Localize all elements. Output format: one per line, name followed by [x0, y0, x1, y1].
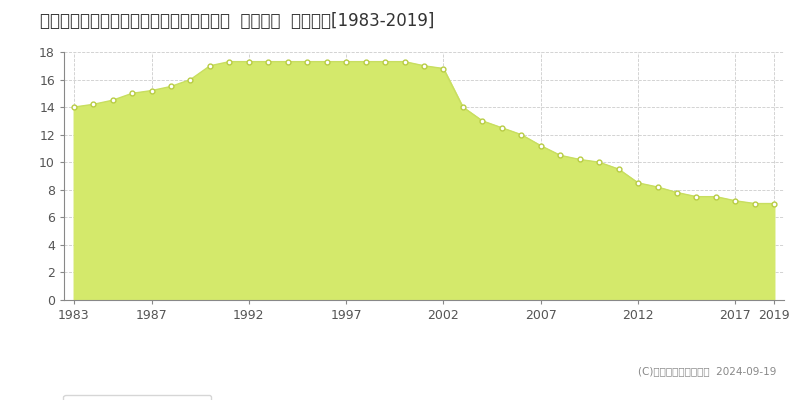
Legend: 公示地価 平均坪単価(万円/坪): 公示地価 平均坪単価(万円/坪): [63, 395, 211, 400]
Text: 香川県坂出市入船町１丁目３２２番７６外  公示地価  地価推移[1983-2019]: 香川県坂出市入船町１丁目３２２番７６外 公示地価 地価推移[1983-2019]: [40, 12, 434, 30]
Text: (C)土地価格ドットコム  2024-09-19: (C)土地価格ドットコム 2024-09-19: [638, 366, 776, 376]
